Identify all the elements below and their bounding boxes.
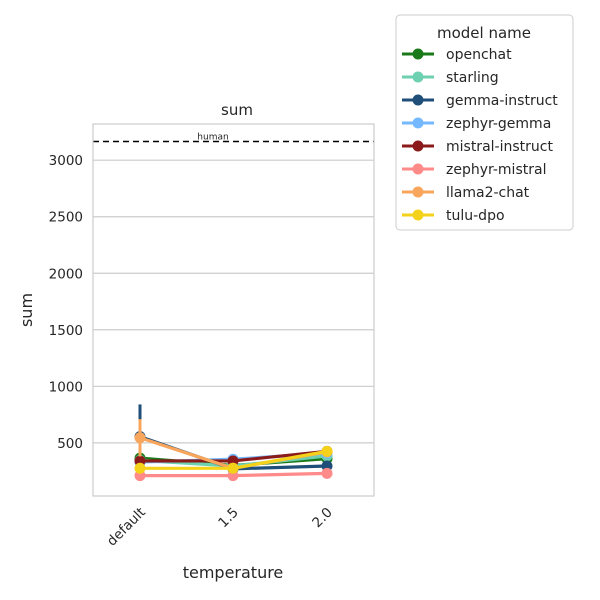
legend-marker (412, 94, 424, 106)
legend-label: tulu-dpo (446, 208, 505, 224)
legend-title: model name (437, 24, 531, 42)
y-tick-label: 3000 (49, 153, 83, 169)
reference-line-group: human (93, 133, 374, 143)
legend-label: gemma-instruct (446, 93, 558, 109)
y-tick-label: 500 (57, 436, 83, 452)
legend-marker (412, 209, 424, 221)
chart-title: sum (221, 101, 253, 119)
legend-label: mistral-instruct (446, 139, 553, 155)
series-group (134, 404, 333, 482)
legend-label: starling (446, 70, 499, 86)
legend-item-zephyr-gemma: zephyr-gemma (402, 116, 551, 132)
legend-item-starling: starling (402, 70, 499, 86)
legend: model name openchat starling gemma-instruc… (395, 14, 574, 231)
legend-label: openchat (446, 47, 512, 63)
x-tick-label: 1.5 (215, 505, 242, 532)
legend-marker (412, 140, 424, 152)
y-axis-title: sum (17, 293, 36, 327)
legend-label: llama2-chat (446, 185, 530, 201)
legend-marker (412, 186, 424, 198)
y-tick-label: 2000 (49, 266, 83, 282)
legend-marker (412, 163, 424, 175)
x-tick-label: 2.0 (309, 505, 336, 532)
legend-label: zephyr-gemma (446, 116, 551, 132)
y-tick-label: 1500 (49, 323, 83, 339)
series-tulu-dpo (134, 445, 333, 474)
y-tick-label: 1000 (49, 379, 83, 395)
x-tick-label: default (104, 505, 149, 550)
data-point (227, 462, 239, 474)
legend-marker (412, 71, 424, 83)
plot-frame (92, 123, 375, 497)
legend-item-openchat: openchat (402, 47, 512, 63)
legend-frame (395, 14, 574, 231)
y-tick-label: 2500 (49, 210, 83, 226)
data-point (134, 462, 146, 474)
y-tick-labels: 500 1000 1500 2000 2500 3000 (49, 153, 83, 452)
legend-item-llama2-chat: llama2-chat (402, 185, 530, 201)
x-axis-title: temperature (183, 563, 284, 582)
legend-marker (412, 117, 424, 129)
legend-item-mistral-instruct: mistral-instruct (402, 139, 553, 155)
data-point (134, 432, 146, 444)
legend-marker (412, 48, 424, 60)
legend-item-gemma-instruct: gemma-instruct (402, 93, 558, 109)
human-reference-label: human (197, 133, 228, 143)
legend-item-tulu-dpo: tulu-dpo (402, 208, 505, 224)
x-tick-labels: default 1.5 2.0 (104, 505, 336, 550)
legend-items: openchat starling gemma-instruct zephyr-gem… (402, 47, 558, 224)
legend-item-zephyr-mistral: zephyr-mistral (402, 162, 546, 178)
data-point (321, 467, 333, 479)
data-point (321, 445, 333, 457)
legend-label: zephyr-mistral (446, 162, 546, 178)
